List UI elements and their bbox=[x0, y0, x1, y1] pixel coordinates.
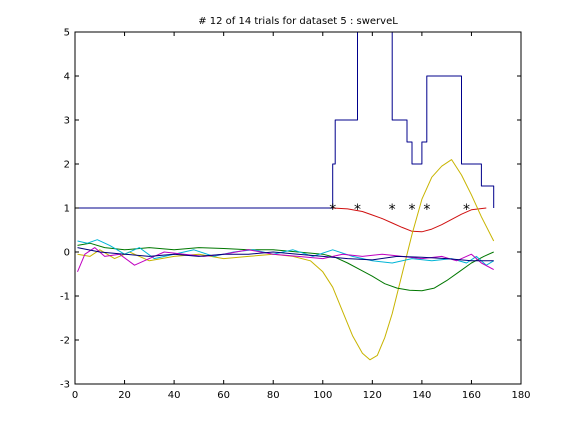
y-tick-label: 4 bbox=[64, 72, 70, 83]
y-tick-label: 5 bbox=[64, 28, 70, 39]
y-tick-label: -2 bbox=[60, 336, 70, 347]
x-tick-label: 100 bbox=[313, 390, 332, 401]
x-tick-label: 120 bbox=[363, 390, 382, 401]
x-tick-label: 0 bbox=[72, 390, 78, 401]
series-layer bbox=[77, 32, 495, 361]
x-tick-label: 140 bbox=[412, 390, 431, 401]
star-marker: * bbox=[463, 202, 470, 218]
y-tick-label: 3 bbox=[64, 116, 70, 127]
series-line-navy bbox=[77, 247, 494, 262]
chart-title: # 12 of 14 trials for dataset 5 : swerve… bbox=[198, 16, 398, 27]
x-tick-label: 20 bbox=[118, 390, 131, 401]
star-marker: * bbox=[408, 202, 415, 218]
axis-layer: 0 20 40 60 80 100 120 140 160 180 -3 -2 -1 0 1 2 3 4 5 bbox=[60, 28, 531, 402]
x-tick-label: 40 bbox=[168, 390, 181, 401]
series-line-red bbox=[332, 207, 487, 233]
y-tick-label: 1 bbox=[64, 204, 70, 215]
star-marker: * bbox=[354, 202, 361, 218]
marker-layer: * * * * * * bbox=[329, 202, 470, 218]
star-marker: * bbox=[423, 202, 430, 218]
series-line-yellow bbox=[77, 159, 495, 361]
star-marker: * bbox=[329, 202, 336, 218]
x-tick-label: 80 bbox=[267, 390, 280, 401]
star-marker: * bbox=[389, 202, 396, 218]
x-tick-label: 180 bbox=[511, 390, 530, 401]
y-tick-label: -3 bbox=[60, 380, 70, 391]
series-line-cyan bbox=[77, 239, 494, 266]
y-tick-label: 2 bbox=[64, 160, 70, 171]
x-tick-label: 160 bbox=[462, 390, 481, 401]
series-line-green bbox=[77, 242, 494, 292]
series-line-blue bbox=[77, 32, 495, 209]
x-tick-label: 60 bbox=[217, 390, 230, 401]
y-tick-label: -1 bbox=[60, 292, 70, 303]
y-tick-label: 0 bbox=[64, 248, 70, 259]
